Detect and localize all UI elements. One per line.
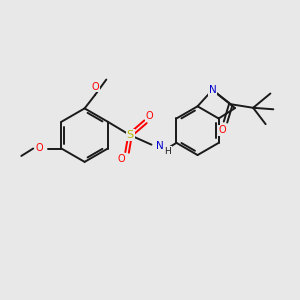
Text: O: O [36, 142, 44, 153]
Text: N: N [156, 141, 164, 151]
Text: N: N [208, 85, 216, 95]
Text: O: O [145, 111, 153, 122]
Text: O: O [92, 82, 99, 92]
Text: H: H [164, 147, 171, 156]
Text: S: S [127, 130, 134, 140]
Text: O: O [219, 125, 226, 135]
Text: O: O [118, 154, 126, 164]
